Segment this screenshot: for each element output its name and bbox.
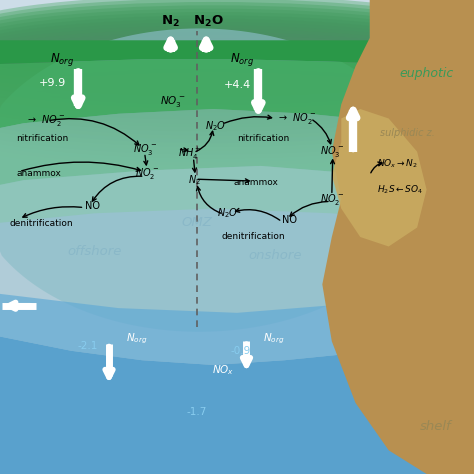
Polygon shape xyxy=(0,109,474,190)
Text: $N_{org}$: $N_{org}$ xyxy=(50,51,73,68)
Polygon shape xyxy=(0,59,474,133)
Ellipse shape xyxy=(0,55,474,136)
Text: $NO_x \rightarrow N_2$: $NO_x \rightarrow N_2$ xyxy=(377,157,418,170)
Text: anammox: anammox xyxy=(17,169,62,177)
Ellipse shape xyxy=(0,15,474,90)
Text: nitrification: nitrification xyxy=(17,134,69,143)
Text: $\mathbf{N_2}$: $\mathbf{N_2}$ xyxy=(161,14,180,29)
Text: nitrification: nitrification xyxy=(237,134,289,143)
Text: -1.7: -1.7 xyxy=(187,407,207,418)
Ellipse shape xyxy=(0,12,474,86)
Text: $H_2S \leftarrow SO_4$: $H_2S \leftarrow SO_4$ xyxy=(377,183,423,196)
Text: $N_{org}$: $N_{org}$ xyxy=(263,332,284,346)
Text: sulphidic z.: sulphidic z. xyxy=(380,128,435,138)
Text: $N_2$: $N_2$ xyxy=(188,173,201,187)
Ellipse shape xyxy=(0,73,474,155)
Text: $\mathbf{N_2O}$: $\mathbf{N_2O}$ xyxy=(193,14,224,29)
Text: $\rightarrow$ $NO_2^-$: $\rightarrow$ $NO_2^-$ xyxy=(26,113,65,128)
Ellipse shape xyxy=(0,49,474,128)
Text: euphotic: euphotic xyxy=(400,67,454,80)
Text: NO: NO xyxy=(85,201,100,211)
Ellipse shape xyxy=(0,62,474,143)
Text: denitrification: denitrification xyxy=(9,219,73,228)
Polygon shape xyxy=(0,294,474,365)
Polygon shape xyxy=(332,109,427,246)
Bar xyxy=(0,0,474,40)
Text: +4.4: +4.4 xyxy=(223,80,251,91)
Text: offshore: offshore xyxy=(68,245,122,258)
Ellipse shape xyxy=(0,26,474,101)
Ellipse shape xyxy=(0,29,474,105)
Text: $NO_3^-$: $NO_3^-$ xyxy=(320,144,344,159)
Ellipse shape xyxy=(0,69,474,151)
Polygon shape xyxy=(0,28,427,332)
Ellipse shape xyxy=(0,59,474,139)
Text: OMZ: OMZ xyxy=(181,216,212,229)
Text: -0.9: -0.9 xyxy=(231,346,251,356)
Text: -2.1: -2.1 xyxy=(78,341,98,351)
Text: +9.9: +9.9 xyxy=(38,78,66,88)
Text: NO: NO xyxy=(282,215,297,226)
Text: $N_2O$: $N_2O$ xyxy=(217,206,238,220)
Text: $NO_x$: $NO_x$ xyxy=(211,363,234,377)
Text: $NO_3^-$: $NO_3^-$ xyxy=(133,142,156,157)
Text: $N_{org}$: $N_{org}$ xyxy=(230,51,254,68)
Text: shelf: shelf xyxy=(420,420,452,433)
Ellipse shape xyxy=(0,76,474,158)
Ellipse shape xyxy=(0,39,474,116)
Ellipse shape xyxy=(0,36,474,112)
Text: $NO_2^-$: $NO_2^-$ xyxy=(320,191,344,207)
Polygon shape xyxy=(0,166,474,228)
Polygon shape xyxy=(0,337,474,474)
Ellipse shape xyxy=(0,32,474,109)
Ellipse shape xyxy=(0,0,474,70)
Ellipse shape xyxy=(0,5,474,78)
Ellipse shape xyxy=(0,52,474,132)
Polygon shape xyxy=(0,40,474,66)
Ellipse shape xyxy=(0,2,474,74)
Text: $NO_3^-$: $NO_3^-$ xyxy=(160,94,186,109)
Ellipse shape xyxy=(0,46,474,124)
Ellipse shape xyxy=(0,65,474,147)
Text: denitrification: denitrification xyxy=(222,233,285,241)
Ellipse shape xyxy=(0,9,474,82)
Ellipse shape xyxy=(0,0,474,66)
Ellipse shape xyxy=(0,22,474,97)
Text: $N_{org}$: $N_{org}$ xyxy=(126,332,147,346)
Text: $NH_4^+$: $NH_4^+$ xyxy=(178,146,201,162)
Text: $N_2O$: $N_2O$ xyxy=(205,118,226,133)
Ellipse shape xyxy=(0,42,474,120)
Polygon shape xyxy=(322,0,474,474)
Text: anammox: anammox xyxy=(234,178,278,187)
Text: $\rightarrow$ $NO_2^-$: $\rightarrow$ $NO_2^-$ xyxy=(277,111,317,126)
Text: onshore: onshore xyxy=(248,249,301,263)
Ellipse shape xyxy=(0,18,474,93)
Text: $NO_2^-$: $NO_2^-$ xyxy=(135,165,159,181)
